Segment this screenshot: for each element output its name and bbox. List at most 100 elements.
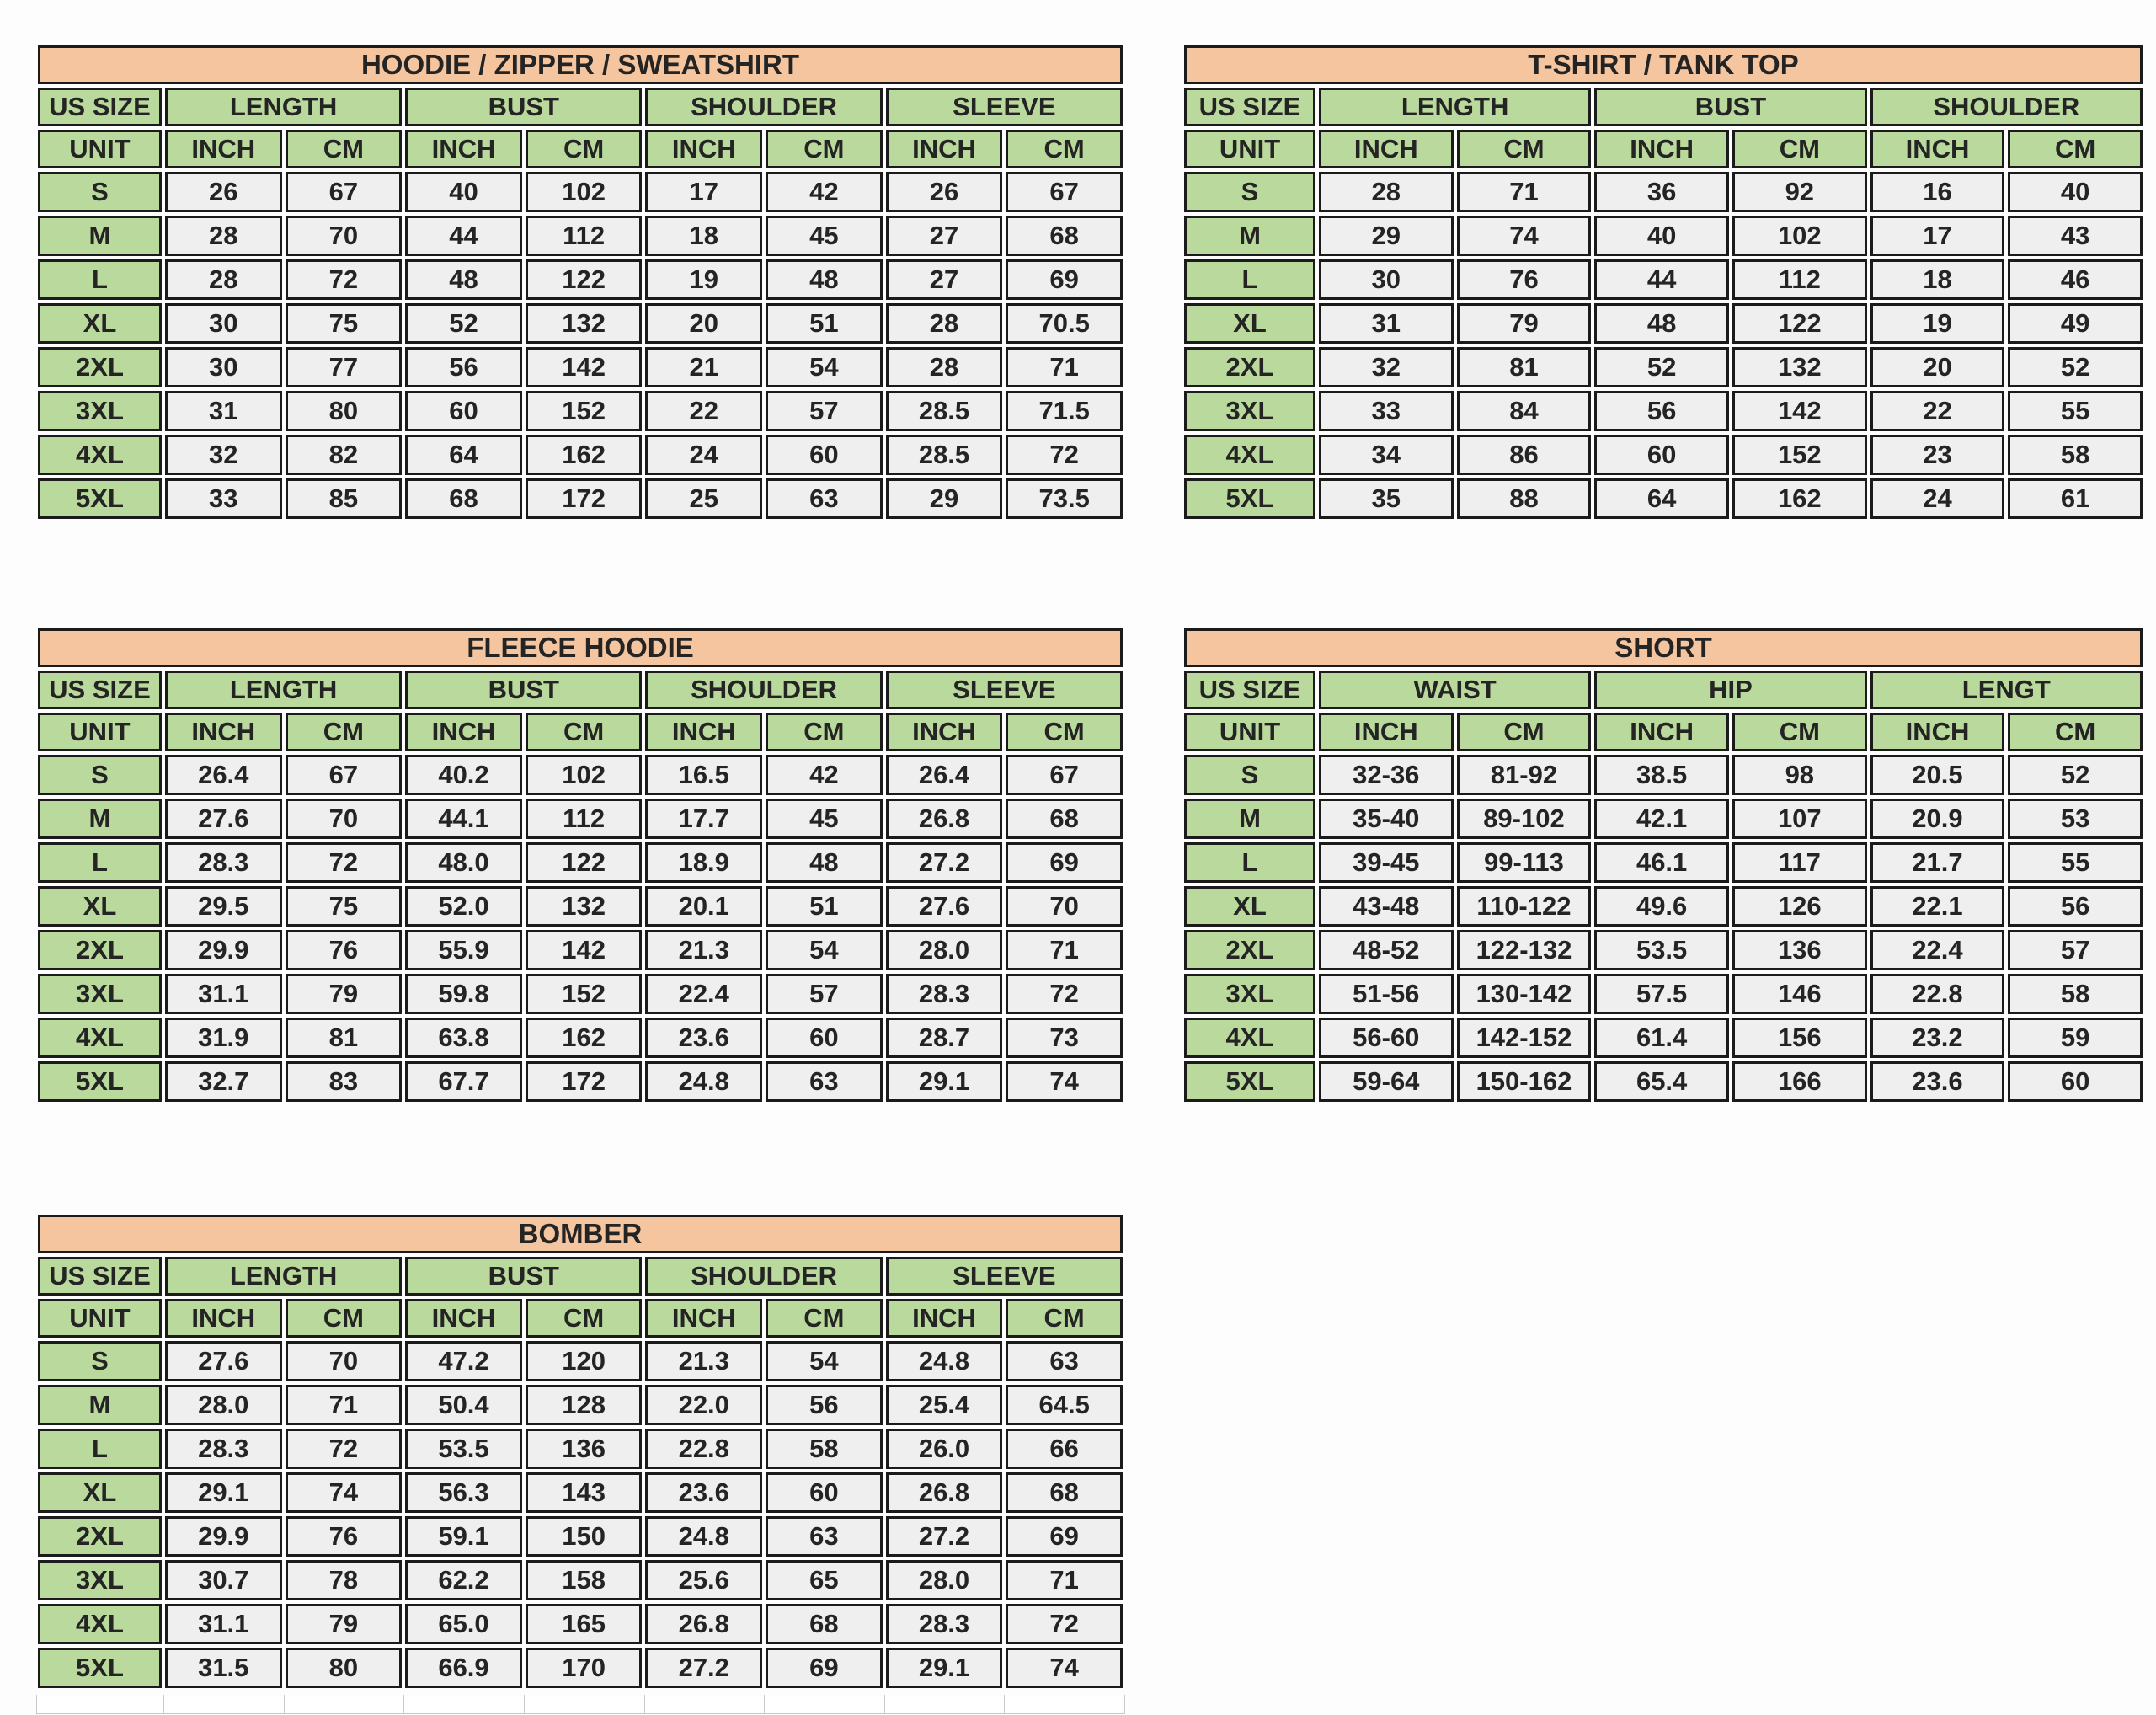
measurement-value: 60 <box>2008 1061 2143 1102</box>
unit-cell: INCH <box>405 130 522 168</box>
measurement-value: 59.1 <box>405 1516 522 1557</box>
measurement-value: 53 <box>2008 799 2143 839</box>
measurement-value: 29 <box>885 478 1003 519</box>
measurement-value: 33 <box>1318 391 1454 431</box>
measurement-value: 117 <box>1732 842 1867 883</box>
measurement-value: 28 <box>164 216 282 256</box>
measurement-value: 26.8 <box>645 1604 763 1644</box>
measurement-value: 122-132 <box>1456 930 1592 970</box>
measurement-value: 48 <box>766 842 883 883</box>
measurement-value: 26.8 <box>885 1472 1003 1513</box>
us-size-header: US SIZE <box>1184 88 1315 126</box>
measurement-value: 23.6 <box>645 1472 763 1513</box>
measurement-value: 60 <box>766 435 883 475</box>
us-size-header: US SIZE <box>38 671 162 709</box>
size-label: XL <box>38 886 162 927</box>
measurement-value: 162 <box>525 435 643 475</box>
measurement-value: 38.5 <box>1594 755 1729 795</box>
measurement-value: 74 <box>1006 1061 1123 1102</box>
measurement-value: 28.3 <box>164 1429 282 1469</box>
measurement-value: 78 <box>285 1560 403 1600</box>
measurement-value: 132 <box>1732 347 1867 387</box>
size-label: 4XL <box>38 1018 162 1058</box>
measurement-value: 70 <box>285 216 403 256</box>
empty-spreadsheet-row <box>36 1695 1125 1714</box>
measurement-value: 31.9 <box>164 1018 282 1058</box>
measurement-value: 172 <box>525 1061 643 1102</box>
measurement-value: 71 <box>1006 1560 1123 1600</box>
measurement-value: 69 <box>1006 1516 1123 1557</box>
measurement-value: 70 <box>1006 886 1123 927</box>
unit-cell: CM <box>1006 1299 1123 1338</box>
measurement-value: 56 <box>1594 391 1729 431</box>
size-label: S <box>1184 755 1315 795</box>
measurement-value: 99-113 <box>1456 842 1592 883</box>
measurement-value: 128 <box>525 1385 643 1425</box>
measurement-value: 170 <box>525 1648 643 1688</box>
unit-cell: INCH <box>164 713 282 751</box>
table-row: 2XL 30 77 56 142 21 54 28 71 <box>38 347 1123 387</box>
unit-cell: CM <box>1006 713 1123 751</box>
measurement-value: 31.1 <box>164 974 282 1014</box>
measurement-value: 28 <box>885 347 1003 387</box>
measurement-value: 83 <box>285 1061 403 1102</box>
size-label: 5XL <box>38 1061 162 1102</box>
measurement-value: 26 <box>885 172 1003 212</box>
size-label: 2XL <box>38 1516 162 1557</box>
measurement-value: 23.6 <box>645 1018 763 1058</box>
unit-cell: CM <box>285 713 403 751</box>
measurement-value: 71 <box>1456 172 1592 212</box>
size-label: 5XL <box>1184 1061 1315 1102</box>
measurement-value: 20.5 <box>1870 755 2005 795</box>
measurement-value: 26.0 <box>885 1429 1003 1469</box>
size-label: 2XL <box>1184 930 1315 970</box>
table-row: 3XL 30.7 78 62.2 158 25.6 65 28.0 71 <box>38 1560 1123 1600</box>
table-row: XL 30 75 52 132 20 51 28 70.5 <box>38 303 1123 344</box>
measurement-value: 22.1 <box>1870 886 2005 927</box>
table-title: SHORT <box>1184 628 2143 667</box>
measurement-value: 150 <box>525 1516 643 1557</box>
unit-cell: CM <box>1006 130 1123 168</box>
measure-group-header: HIP <box>1594 671 1867 709</box>
measurement-value: 36 <box>1594 172 1729 212</box>
measurement-value: 43-48 <box>1318 886 1454 927</box>
unit-cell: CM <box>2008 130 2143 168</box>
measurement-value: 20 <box>1870 347 2005 387</box>
table-row: S 26 67 40 102 17 42 26 67 <box>38 172 1123 212</box>
measurement-value: 130-142 <box>1456 974 1592 1014</box>
measurement-value: 50.4 <box>405 1385 522 1425</box>
measurement-value: 31.1 <box>164 1604 282 1644</box>
measurement-value: 30 <box>164 303 282 344</box>
measurement-value: 27 <box>885 259 1003 300</box>
measurement-value: 81 <box>1456 347 1592 387</box>
size-label: M <box>38 799 162 839</box>
empty-spreadsheet-cell <box>164 1695 285 1713</box>
size-label: XL <box>38 303 162 344</box>
measurement-value: 56 <box>2008 886 2143 927</box>
measurement-value: 52 <box>1594 347 1729 387</box>
measurement-value: 18 <box>1870 259 2005 300</box>
unit-cell: CM <box>1732 713 1867 751</box>
measurement-value: 54 <box>766 930 883 970</box>
measurement-value: 56-60 <box>1318 1018 1454 1058</box>
measurement-value: 60 <box>766 1018 883 1058</box>
measurement-value: 48.0 <box>405 842 522 883</box>
size-table-hoodie-zipper-sweatshirt: HOODIE / ZIPPER / SWEATSHIRT US SIZE LENGT… <box>35 42 1126 522</box>
measurement-value: 16 <box>1870 172 2005 212</box>
measurement-value: 28.0 <box>885 1560 1003 1600</box>
measure-group-header: LENGTH <box>1318 88 1592 126</box>
measure-group-header: SLEEVE <box>885 671 1123 709</box>
measurement-value: 136 <box>525 1429 643 1469</box>
measurement-value: 18 <box>645 216 763 256</box>
measurement-value: 132 <box>525 886 643 927</box>
measurement-value: 80 <box>285 391 403 431</box>
measurement-value: 32 <box>1318 347 1454 387</box>
measurement-value: 30 <box>164 347 282 387</box>
measurement-value: 150-162 <box>1456 1061 1592 1102</box>
unit-cell: CM <box>1456 713 1592 751</box>
measurement-value: 66.9 <box>405 1648 522 1688</box>
measurement-value: 54 <box>766 347 883 387</box>
measurement-value: 58 <box>2008 974 2143 1014</box>
size-label: M <box>1184 216 1315 256</box>
table-row: 4XL 31.9 81 63.8 162 23.6 60 28.7 73 <box>38 1018 1123 1058</box>
